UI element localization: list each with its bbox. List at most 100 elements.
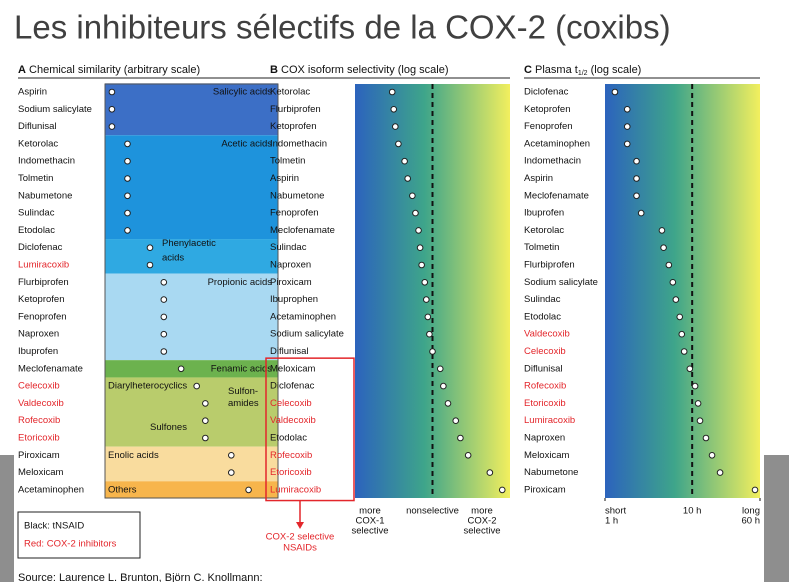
dot xyxy=(409,192,416,200)
group-band xyxy=(105,273,278,361)
drug-label: Acetaminophen xyxy=(18,484,84,495)
dot xyxy=(498,486,506,494)
drug-label: Indomethacin xyxy=(18,156,75,167)
dot xyxy=(193,382,200,390)
dot xyxy=(202,434,209,442)
group-band xyxy=(105,135,278,240)
group-label: Sulfones xyxy=(150,422,187,433)
dot xyxy=(177,365,185,373)
group-label: Diarylheterocyclics xyxy=(108,381,187,392)
drug-label: Diflunisal xyxy=(18,121,57,132)
group-label: Acetic acids xyxy=(221,138,272,149)
drug-label: Tolmetin xyxy=(18,173,53,184)
heading-part: C xyxy=(524,64,532,76)
drug-label: Valdecoxib xyxy=(524,329,570,340)
dot xyxy=(124,140,131,148)
dot xyxy=(669,279,677,286)
drug-label: Celecoxib xyxy=(524,346,566,357)
dot xyxy=(486,469,494,476)
drug-label: Ketorolac xyxy=(524,225,564,236)
drug-label: Diclofenac xyxy=(18,242,63,253)
dot xyxy=(392,123,399,130)
drug-label: Tolmetin xyxy=(270,156,305,167)
drug-label: Diclofenac xyxy=(270,381,315,392)
group-label: Sulfon- xyxy=(228,386,258,397)
drug-label: Meclofenamate xyxy=(18,363,83,374)
group-label: Fenamic acids xyxy=(211,363,272,374)
dot xyxy=(146,244,154,251)
heading-part: Plasma t xyxy=(535,64,578,76)
dot xyxy=(160,348,168,355)
drug-label: Ketorolac xyxy=(18,138,58,149)
group-band xyxy=(105,481,278,499)
dot xyxy=(623,140,631,148)
drug-label: Meclofenamate xyxy=(524,190,589,201)
drug-label: Aspirin xyxy=(18,87,47,98)
dot xyxy=(124,192,131,200)
drug-label: Flurbiprofen xyxy=(524,260,575,271)
heading-part: 1/2 xyxy=(578,70,588,77)
drug-label: Celecoxib xyxy=(270,398,312,409)
dot xyxy=(429,348,436,355)
dot xyxy=(124,209,131,217)
heading-part: COX isoform selectivity (log scale) xyxy=(281,64,449,76)
drug-label: Ketoprofen xyxy=(18,294,64,305)
dot xyxy=(395,140,402,148)
drug-label: Piroxicam xyxy=(270,277,312,288)
legend-red: Red: COX-2 inhibitors xyxy=(24,539,117,550)
drug-label: Valdecoxib xyxy=(18,398,64,409)
dot xyxy=(658,227,666,234)
axis-end-label: COX-1 xyxy=(355,516,384,527)
arrow-head xyxy=(296,522,304,529)
dot xyxy=(660,244,667,251)
drug-label: Ibuprofen xyxy=(524,208,564,219)
drug-label: Nabumetone xyxy=(270,190,324,201)
axis-end-label: selective xyxy=(352,526,389,537)
group-label: Propionic acids xyxy=(208,277,273,288)
drug-label: Valdecoxib xyxy=(270,415,316,426)
drug-label: Rofecoxib xyxy=(18,415,60,426)
drug-label: Etodolac xyxy=(18,225,55,236)
dot xyxy=(160,296,168,303)
group-band xyxy=(105,377,278,447)
axis-end-label: long xyxy=(742,506,760,517)
axis-end-label: more xyxy=(471,506,493,517)
dot xyxy=(108,106,116,113)
selective-box xyxy=(265,357,355,502)
dot xyxy=(436,365,444,373)
drug-label: Indomethacin xyxy=(524,156,581,167)
dot xyxy=(665,261,673,269)
x-tick-label: nonselective xyxy=(406,506,459,517)
drug-label: Sodium salicylate xyxy=(524,277,598,288)
dot xyxy=(464,452,472,459)
dot xyxy=(404,175,412,182)
drug-label: Rofecoxib xyxy=(270,450,312,461)
drug-label: Etodolac xyxy=(270,433,307,444)
dot xyxy=(415,227,422,234)
group-label: Phenylacetic xyxy=(162,238,216,249)
dot xyxy=(623,106,631,113)
dot xyxy=(416,244,424,251)
drug-label: Naproxen xyxy=(270,260,311,271)
dot xyxy=(424,313,432,321)
drug-label: Sulindac xyxy=(18,208,55,219)
drug-label: Diflunisal xyxy=(270,346,309,357)
drug-label: Etoricoxib xyxy=(270,467,312,478)
dot xyxy=(418,261,425,269)
x-tick-label: 10 h xyxy=(683,506,702,517)
panel-heading: B COX isoform selectivity (log scale) xyxy=(270,64,449,76)
panel-frame xyxy=(104,83,279,499)
heading-part: B xyxy=(270,64,278,76)
dot xyxy=(423,296,430,303)
drug-label: Ketorolac xyxy=(270,87,310,98)
slide-title: Les inhibiteurs sélectifs de la COX-2 (c… xyxy=(14,9,671,46)
dot xyxy=(672,296,680,303)
drug-label: Meclofenamate xyxy=(270,225,335,236)
drug-label: Sodium salicylate xyxy=(270,329,344,340)
dot xyxy=(680,348,688,355)
drug-label: Naproxen xyxy=(524,433,565,444)
x-tick-label: 60 h xyxy=(742,516,761,527)
group-label: acids xyxy=(162,253,184,264)
drug-label: Etoricoxib xyxy=(524,398,566,409)
